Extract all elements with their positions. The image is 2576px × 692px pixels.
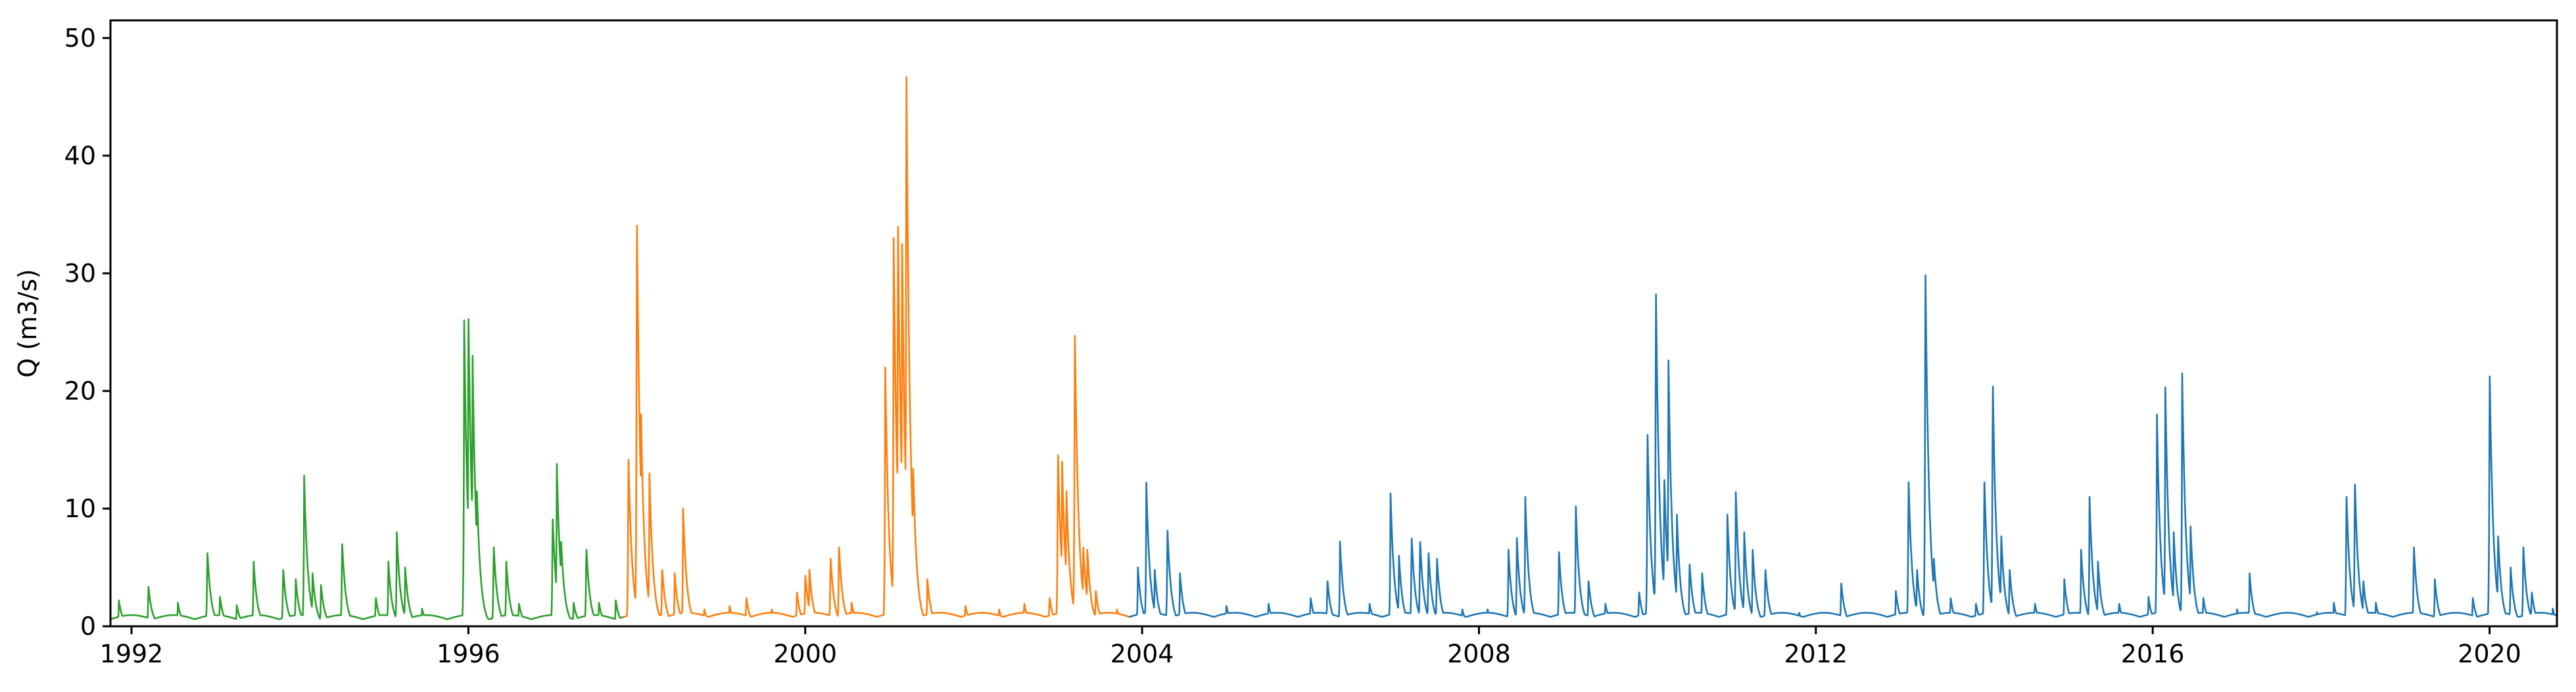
series-line-1	[109, 318, 625, 620]
x-tick-label: 2000	[773, 639, 837, 668]
x-tick-label: 1996	[437, 639, 500, 668]
y-tick-label: 30	[64, 259, 96, 288]
series-line-3	[1128, 274, 2558, 618]
x-tick-label: 1992	[100, 639, 164, 668]
series-line-2	[623, 76, 1131, 618]
x-axis-ticks: 1992 1996 2000 2004 2008 2012 2016 2020	[100, 626, 2521, 668]
x-tick-label: 2012	[1784, 639, 1848, 668]
x-tick-label: 2008	[1447, 639, 1511, 668]
y-tick-label: 40	[64, 141, 96, 170]
y-tick-label: 0	[80, 612, 96, 641]
y-tick-label: 10	[64, 494, 96, 523]
y-axis-label: Q (m3/s)	[13, 269, 42, 377]
x-tick-label: 2004	[1110, 639, 1174, 668]
series-layer	[109, 76, 2558, 620]
y-tick-label: 20	[64, 377, 96, 405]
y-axis-ticks: 0 10 20 30 40 50	[64, 24, 110, 641]
x-tick-label: 2016	[2121, 639, 2185, 668]
y-tick-label: 50	[64, 24, 96, 53]
x-tick-label: 2020	[2458, 639, 2521, 668]
plot-frame	[109, 19, 2558, 628]
